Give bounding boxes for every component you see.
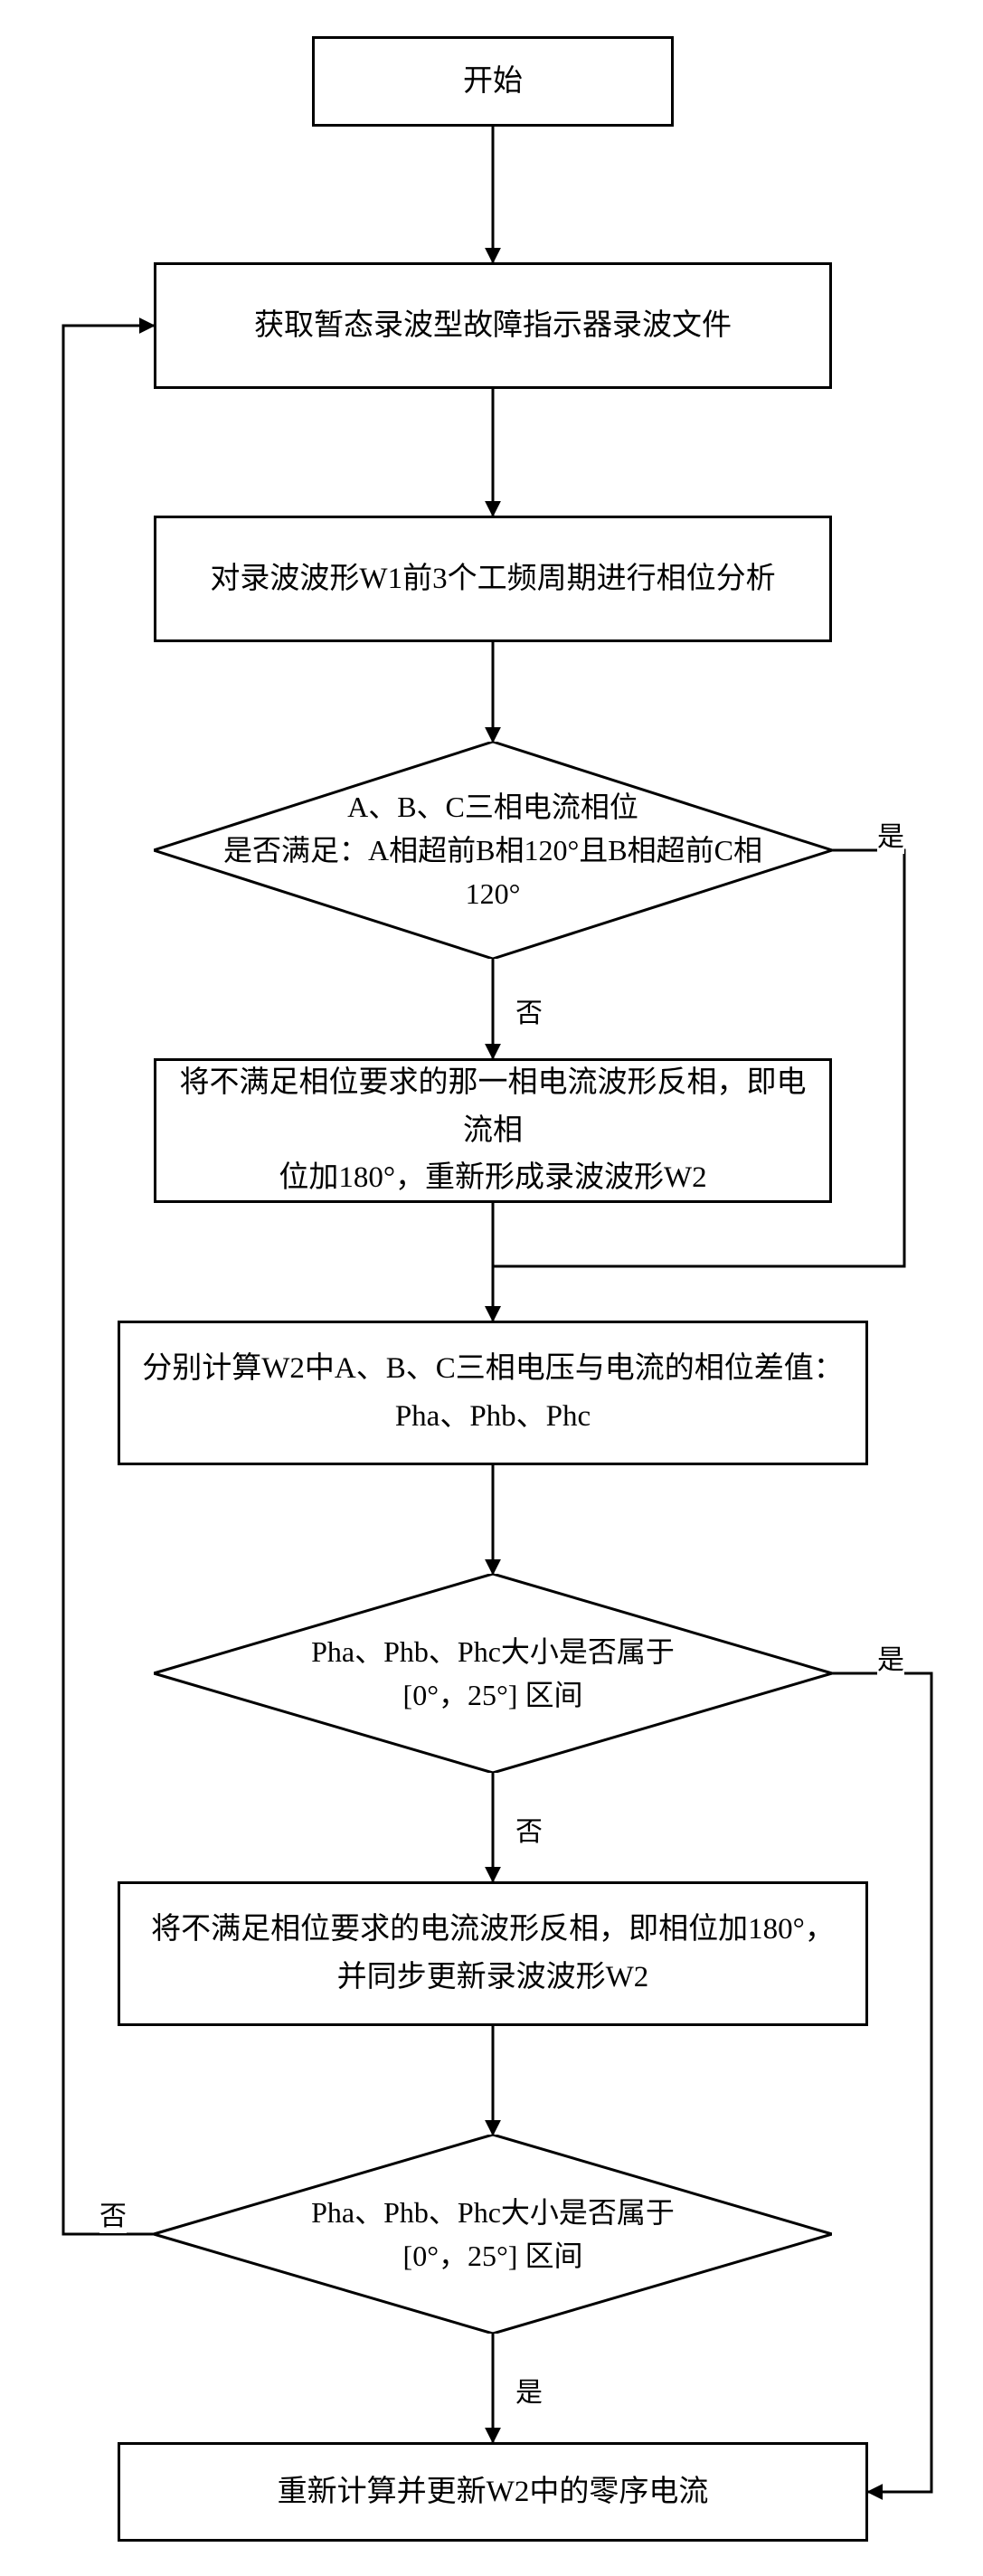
edge-n6-n9: [832, 1673, 931, 2492]
flow-node-n5: 分别计算W2中A、B、C三相电压与电流的相位差值：Pha、Phb、Phc: [118, 1321, 868, 1465]
node-text: 重新计算并更新W2中的零序电流: [278, 2468, 709, 2516]
flow-node-n1: 获取暂态录波型故障指示器录波文件: [154, 262, 832, 389]
edge-label: 是: [877, 1637, 904, 1677]
flow-decision-n8: Pha、Phb、Phc大小是否属于[0°，25°] 区间: [154, 2135, 832, 2334]
node-text: A、B、C三相电流相位是否满足：A相超前B相120°且B相超前C相120°: [222, 785, 764, 915]
flow-node-n0: 开始: [312, 36, 674, 127]
node-text: 将不满足相位要求的电流波形反相，即相位加180°，并同步更新录波波形W2: [151, 1906, 835, 2002]
flow-node-n7: 将不满足相位要求的电流波形反相，即相位加180°，并同步更新录波波形W2: [118, 1881, 868, 2026]
node-text: 对录波波形W1前3个工频周期进行相位分析: [210, 555, 775, 603]
edge-label: 否: [515, 1809, 543, 1849]
flow-decision-n3: A、B、C三相电流相位是否满足：A相超前B相120°且B相超前C相120°: [154, 742, 832, 959]
edge-label: 否: [515, 990, 543, 1030]
edge-label: 是: [877, 814, 904, 854]
edge-label: 否: [99, 2193, 127, 2233]
node-text: 获取暂态录波型故障指示器录波文件: [254, 302, 732, 350]
flow-node-n4: 将不满足相位要求的那一相电流波形反相，即电流相位加180°，重新形成录波波形W2: [154, 1058, 832, 1203]
flowchart-canvas: 开始获取暂态录波型故障指示器录波文件对录波波形W1前3个工频周期进行相位分析 A、…: [0, 0, 983, 2576]
flow-node-n9: 重新计算并更新W2中的零序电流: [118, 2442, 868, 2542]
flow-node-n2: 对录波波形W1前3个工频周期进行相位分析: [154, 516, 832, 642]
node-text: 将不满足相位要求的那一相电流波形反相，即电流相位加180°，重新形成录波波形W2: [175, 1059, 811, 1202]
node-text: 分别计算W2中A、B、C三相电压与电流的相位差值：Pha、Phb、Phc: [142, 1345, 844, 1441]
edge-label: 是: [515, 2370, 543, 2410]
node-text: Pha、Phb、Phc大小是否属于[0°，25°] 区间: [222, 2191, 764, 2278]
flow-decision-n6: Pha、Phb、Phc大小是否属于[0°，25°] 区间: [154, 1574, 832, 1773]
node-text: Pha、Phb、Phc大小是否属于[0°，25°] 区间: [222, 1630, 764, 1717]
node-text: 开始: [463, 58, 523, 106]
